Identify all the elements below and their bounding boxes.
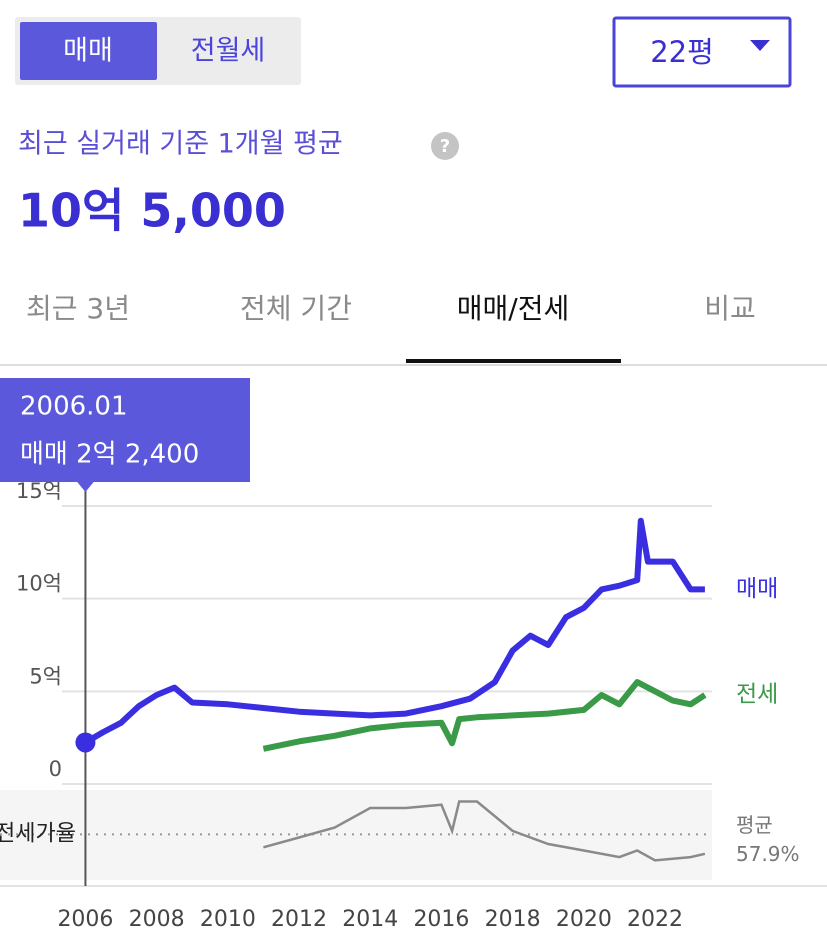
summary-label: 최근 실거래 기준 1개월 평균 — [18, 129, 343, 160]
period-tab[interactable]: 전체 기간 — [240, 292, 352, 325]
x-tick-label: 2008 — [129, 907, 185, 932]
x-tick-label: 2022 — [627, 907, 683, 932]
x-tick-label: 2010 — [200, 907, 256, 932]
y-tick-label: 15억 — [16, 479, 62, 503]
tooltip-date: 2006.01 — [20, 392, 128, 422]
period-tab[interactable]: 비교 — [704, 292, 756, 325]
help-icon-glyph: ? — [440, 136, 450, 157]
size-select[interactable] — [612, 16, 792, 88]
series-line — [262, 679, 707, 752]
series-label: 매매 — [736, 576, 778, 602]
x-tick-label: 2012 — [271, 907, 327, 932]
period-tab[interactable]: 최근 3년 — [26, 292, 130, 325]
x-tick-label: 2018 — [485, 907, 541, 932]
period-tabs: 최근 3년 전체 기간 매매/전세 비교 — [26, 292, 756, 363]
ratio-average-value: 57.9% — [736, 842, 800, 866]
ratio-label: 전세가율 — [0, 821, 76, 846]
ratio-line — [263, 800, 706, 862]
summary-value: 10억 5,000 — [18, 184, 286, 238]
series-line — [83, 517, 705, 746]
tooltip-pointer — [76, 481, 95, 492]
help-icon[interactable] — [431, 132, 459, 160]
x-tick-label: 2014 — [342, 907, 398, 932]
x-tick-label: 2020 — [556, 907, 612, 932]
dropdown-arrow — [750, 40, 770, 51]
x-tick-label: 2016 — [413, 907, 469, 932]
tab[interactable]: 매매 — [63, 36, 113, 67]
y-tick-label: 10억 — [16, 572, 62, 596]
cursor-dot — [75, 732, 96, 753]
period-tab-underline — [406, 359, 621, 363]
period-tab[interactable]: 매매/전세 — [457, 292, 569, 325]
ratio-average-label: 평균 — [736, 813, 773, 837]
y-tick-label: 5억 — [29, 664, 62, 688]
y-tick-label: 0 — [49, 757, 62, 781]
tab[interactable]: 전월세 — [191, 36, 266, 67]
ratio-panel — [0, 790, 712, 880]
tooltip-box — [0, 378, 250, 482]
tab-active-bg — [20, 22, 157, 80]
series-label: 전세 — [736, 682, 778, 708]
chart: 0 5억 10억 15억 2006 2008 2010 2012 2014 2016 2018 202… — [0, 378, 827, 932]
size-label[interactable]: 22평 — [650, 35, 714, 69]
x-tick-label: 2006 — [57, 907, 113, 932]
tooltip-text: 매매 2억 2,400 — [20, 440, 199, 470]
